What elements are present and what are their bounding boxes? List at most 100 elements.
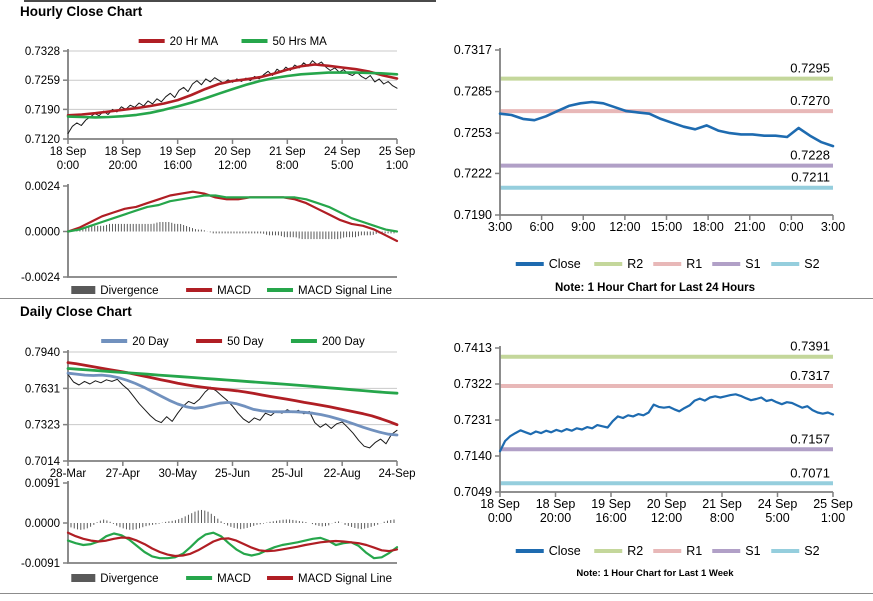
series-macd-signal-line bbox=[66, 531, 399, 558]
x-tick-label: 8:00 bbox=[710, 511, 734, 525]
x-tick-label: 25-Jun bbox=[215, 468, 250, 480]
x-tick-label: 25-Jul bbox=[272, 468, 303, 480]
x-tick-label: 9:00 bbox=[571, 220, 595, 234]
x-tick-label: 27-Apr bbox=[106, 468, 141, 480]
y-tick-label: 0.0091 bbox=[25, 478, 60, 490]
x-tick-label: 0:00 bbox=[57, 160, 79, 172]
y-tick-label: 0.7323 bbox=[25, 420, 60, 432]
x-tick-label: 21 Sep bbox=[702, 497, 742, 511]
x-tick-label: 20 Sep bbox=[647, 497, 687, 511]
top-border-line bbox=[24, 0, 436, 2]
x-tick-label: 18 Sep bbox=[536, 497, 576, 511]
daily-section-title: Daily Close Chart bbox=[20, 304, 132, 319]
x-tick-label: 20:00 bbox=[540, 511, 571, 525]
y-tick-label: 0.7231 bbox=[454, 413, 492, 427]
x-tick-label: 18 Sep bbox=[105, 146, 141, 158]
legend-label-close: Close bbox=[549, 257, 581, 271]
section-divider-line bbox=[0, 298, 873, 299]
legend-label-50-hrs-ma: 50 Hrs MA bbox=[273, 36, 328, 48]
y-tick-label: 0.0000 bbox=[25, 518, 60, 530]
x-tick-label: 12:00 bbox=[609, 220, 640, 234]
hourly-chart-note: Note: 1 Hour Chart for Last 24 Hours bbox=[555, 282, 755, 294]
x-tick-label: 0:00 bbox=[488, 511, 512, 525]
x-tick-label: 21:00 bbox=[734, 220, 765, 234]
series-macd-signal-line bbox=[66, 194, 399, 233]
x-tick-label: 24 Sep bbox=[324, 146, 360, 158]
daily-macd-chart: 0.0091 0.0000 -0.0091 Divergence MACD MACD Si… bbox=[21, 478, 399, 585]
x-tick-label: 25 Sep bbox=[813, 497, 853, 511]
y-tick-label: 0.0000 bbox=[25, 227, 60, 239]
hourly-section-title: Hourly Close Chart bbox=[20, 4, 143, 19]
legend-label-macd: MACD bbox=[217, 285, 251, 297]
legend-label-200-day: 200 Day bbox=[322, 336, 365, 348]
legend-label-s2: S2 bbox=[804, 257, 819, 271]
x-tick-label: 16:00 bbox=[163, 160, 192, 172]
legend-label-r1: R1 bbox=[686, 544, 702, 558]
y-tick-label: 0.7190 bbox=[25, 104, 60, 116]
x-tick-label: 19 Sep bbox=[591, 497, 631, 511]
x-tick-label: 25 Sep bbox=[379, 146, 415, 158]
level-label-s1: 0.7228 bbox=[790, 148, 830, 163]
legend-label-divergence: Divergence bbox=[100, 285, 158, 297]
x-tick-label: 1:00 bbox=[386, 160, 408, 172]
x-tick-label: 6:00 bbox=[529, 220, 553, 234]
y-tick-label: 0.7253 bbox=[454, 126, 492, 140]
y-tick-label: 0.7413 bbox=[454, 341, 492, 355]
daily-pivot-chart: 0.7391 0.7317 0.7157 0.7071 0.7413 0.7322 0.72… bbox=[454, 339, 853, 558]
level-label-r1: 0.7270 bbox=[790, 93, 830, 108]
x-tick-label: 18 Sep bbox=[50, 146, 86, 158]
series-macd bbox=[66, 190, 399, 243]
level-label-r2: 0.7295 bbox=[790, 61, 830, 76]
x-tick-label: 19 Sep bbox=[159, 146, 195, 158]
level-label-s2: 0.7211 bbox=[791, 170, 830, 185]
daily-chart-note: Note: 1 Hour Chart for Last 1 Week bbox=[576, 568, 734, 579]
series-20-day bbox=[66, 371, 399, 437]
series-50-hrs-ma bbox=[66, 71, 399, 119]
hourly-pivot-chart: 0.7295 0.7270 0.7228 0.7211 0.7317 0.7285 0.72… bbox=[454, 43, 845, 271]
series-200-day bbox=[66, 367, 399, 395]
x-tick-label: 1:00 bbox=[821, 511, 845, 525]
x-tick-label: 18 Sep bbox=[480, 497, 520, 511]
y-tick-label: 0.7285 bbox=[454, 85, 492, 99]
y-tick-label: 0.7328 bbox=[25, 46, 60, 58]
y-tick-label: 0.7014 bbox=[25, 456, 61, 468]
y-tick-label: 0.7317 bbox=[454, 43, 492, 57]
y-tick-label: 0.7322 bbox=[454, 377, 492, 391]
y-tick-label: -0.0091 bbox=[21, 558, 60, 570]
x-tick-label: 20 Sep bbox=[214, 146, 250, 158]
y-tick-label: 0.7140 bbox=[454, 449, 492, 463]
x-tick-label: 24-Sep bbox=[378, 468, 415, 480]
y-tick-label: 0.7259 bbox=[25, 75, 60, 87]
x-tick-label: 8:00 bbox=[276, 160, 298, 172]
level-label-r2: 0.7391 bbox=[790, 339, 830, 354]
legend-label-r2: R2 bbox=[627, 544, 643, 558]
legend-label-close: Close bbox=[549, 544, 581, 558]
level-label-s2: 0.7071 bbox=[790, 465, 830, 480]
x-tick-label: 0:00 bbox=[779, 220, 803, 234]
legend-label-divergence: Divergence bbox=[100, 573, 158, 585]
series-close bbox=[498, 100, 835, 148]
y-tick-label: -0.0024 bbox=[21, 272, 61, 284]
y-tick-label: 0.7120 bbox=[25, 134, 60, 146]
y-tick-label: 0.7940 bbox=[25, 347, 60, 359]
x-tick-label: 18:00 bbox=[692, 220, 723, 234]
y-tick-label: 0.7222 bbox=[454, 166, 492, 180]
x-tick-label: 3:00 bbox=[821, 220, 845, 234]
level-label-s1: 0.7157 bbox=[790, 431, 830, 446]
legend-swatch-divergence bbox=[71, 286, 96, 294]
legend-label-r1: R1 bbox=[686, 257, 702, 271]
legend-label-s1: S1 bbox=[745, 544, 760, 558]
y-tick-label: 0.0024 bbox=[25, 181, 61, 193]
x-tick-label: 30-May bbox=[158, 468, 197, 480]
legend-label-s1: S1 bbox=[745, 257, 760, 271]
series-macd bbox=[66, 531, 399, 560]
legend-label-macd: MACD bbox=[217, 573, 251, 585]
legend-swatch-divergence bbox=[71, 574, 96, 582]
legend-label-20-hr-ma: 20 Hr MA bbox=[170, 36, 219, 48]
x-tick-label: 5:00 bbox=[331, 160, 353, 172]
x-tick-label: 3:00 bbox=[488, 220, 512, 234]
